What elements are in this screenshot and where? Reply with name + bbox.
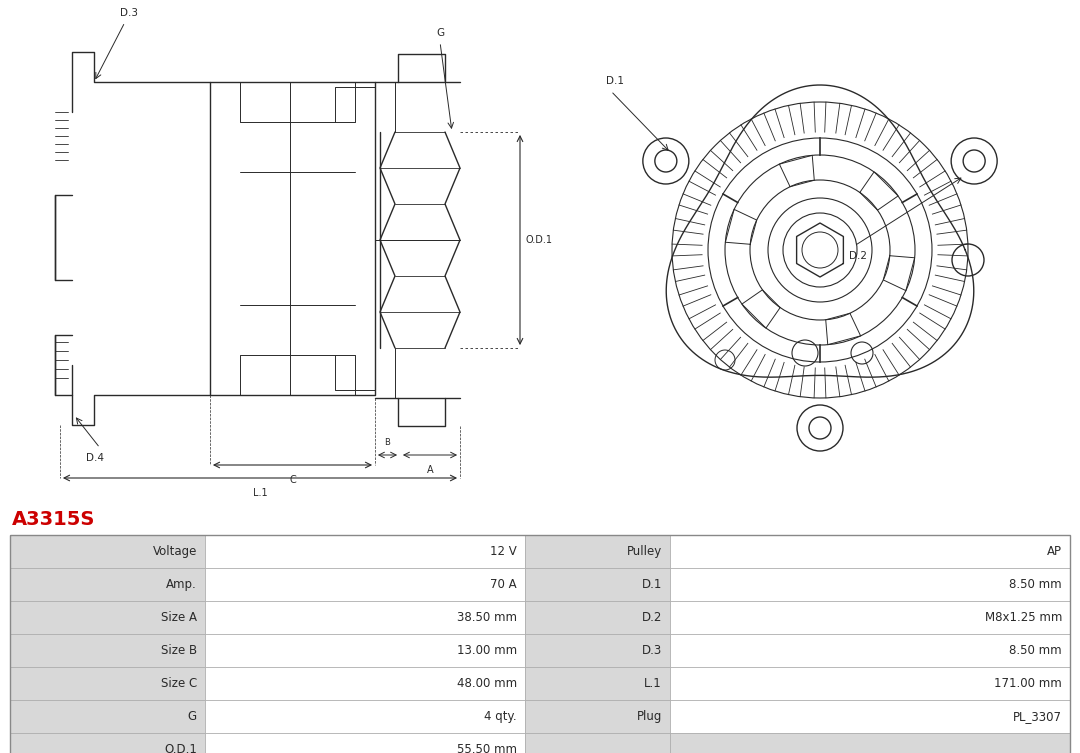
Bar: [670, 733, 1070, 753]
Text: Size A: Size A: [161, 611, 197, 624]
Text: G: G: [188, 710, 197, 723]
Text: 171.00 mm: 171.00 mm: [995, 677, 1062, 690]
Bar: [10, 700, 205, 733]
Text: G: G: [436, 28, 444, 38]
Bar: [10, 535, 205, 568]
Text: Size C: Size C: [161, 677, 197, 690]
Text: 4 qty.: 4 qty.: [484, 710, 517, 723]
Text: A: A: [427, 465, 433, 475]
Text: D.3: D.3: [642, 644, 662, 657]
Text: 12 V: 12 V: [490, 545, 517, 558]
Bar: [205, 634, 525, 667]
Bar: [205, 733, 525, 753]
Text: A3315S: A3315S: [12, 510, 95, 529]
Text: 48.00 mm: 48.00 mm: [457, 677, 517, 690]
Bar: [10, 601, 205, 634]
Text: D.3: D.3: [120, 8, 138, 18]
Bar: [525, 535, 670, 568]
Bar: [670, 535, 1070, 568]
Text: D.1: D.1: [642, 578, 662, 591]
Text: L.1: L.1: [645, 677, 662, 690]
Text: PL_3307: PL_3307: [1013, 710, 1062, 723]
Bar: [525, 634, 670, 667]
Bar: [670, 667, 1070, 700]
Bar: [670, 634, 1070, 667]
Bar: [10, 568, 205, 601]
Text: D.4: D.4: [86, 453, 104, 463]
Bar: [205, 667, 525, 700]
Bar: [670, 700, 1070, 733]
Bar: [10, 634, 205, 667]
Text: 13.00 mm: 13.00 mm: [457, 644, 517, 657]
Text: 55.50 mm: 55.50 mm: [457, 743, 517, 753]
Bar: [10, 667, 205, 700]
Text: 38.50 mm: 38.50 mm: [457, 611, 517, 624]
Text: Plug: Plug: [636, 710, 662, 723]
Bar: [205, 700, 525, 733]
Text: O.D.1: O.D.1: [164, 743, 197, 753]
Bar: [525, 667, 670, 700]
Bar: [205, 601, 525, 634]
Text: Voltage: Voltage: [152, 545, 197, 558]
Text: Amp.: Amp.: [166, 578, 197, 591]
Bar: [525, 601, 670, 634]
Text: D.2: D.2: [849, 251, 867, 261]
Bar: [205, 568, 525, 601]
Text: D.2: D.2: [642, 611, 662, 624]
Bar: [10, 733, 205, 753]
Text: M8x1.25 mm: M8x1.25 mm: [985, 611, 1062, 624]
Bar: [670, 601, 1070, 634]
Text: Pulley: Pulley: [626, 545, 662, 558]
Text: O.D.1: O.D.1: [525, 235, 552, 245]
Text: 8.50 mm: 8.50 mm: [1010, 578, 1062, 591]
Text: C: C: [289, 475, 296, 485]
Bar: [670, 568, 1070, 601]
Text: 8.50 mm: 8.50 mm: [1010, 644, 1062, 657]
Text: L.1: L.1: [253, 488, 268, 498]
Bar: [10, 535, 1070, 753]
Text: 70 A: 70 A: [490, 578, 517, 591]
Bar: [525, 568, 670, 601]
Text: AP: AP: [1047, 545, 1062, 558]
Text: D.1: D.1: [606, 76, 624, 86]
Bar: [205, 535, 525, 568]
Text: Size B: Size B: [161, 644, 197, 657]
Bar: [525, 733, 670, 753]
Text: B: B: [384, 438, 391, 447]
Bar: [525, 700, 670, 733]
